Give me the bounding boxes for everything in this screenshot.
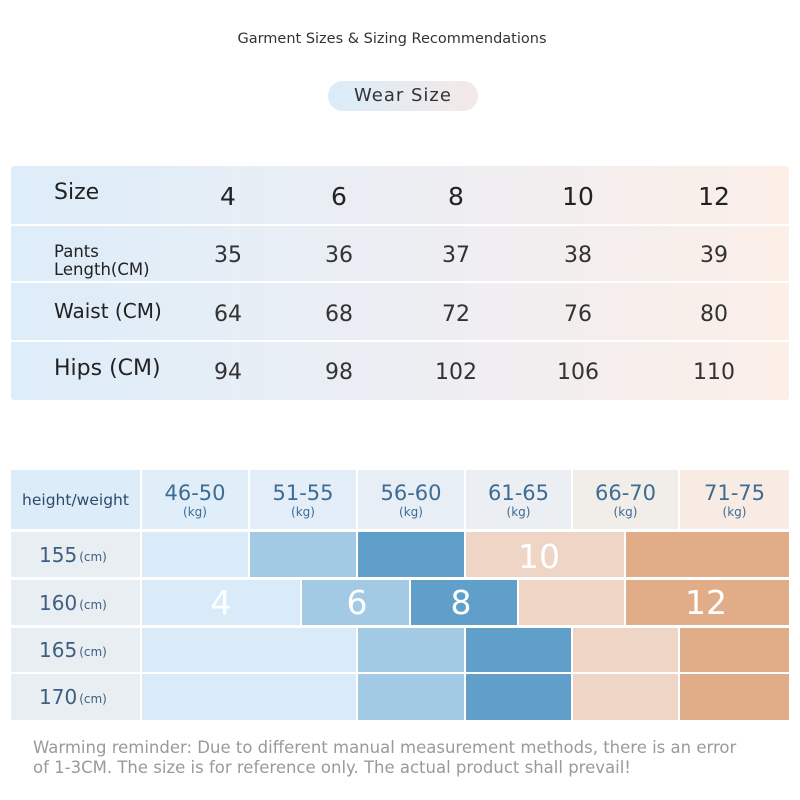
waist-value: 80 — [700, 302, 728, 327]
waist-value: 64 — [214, 302, 242, 327]
size-block-4 — [142, 532, 248, 577]
pants-length-value: 37 — [442, 243, 470, 268]
hips-value: 106 — [557, 360, 599, 385]
pants-length-value: 35 — [214, 243, 242, 268]
waist-value: 68 — [325, 302, 353, 327]
hips-value: 94 — [214, 360, 242, 385]
height-weight-corner-label: height/weight — [11, 470, 140, 529]
weight-range-header: 61-65 (kg) — [466, 470, 571, 529]
hips-value: 102 — [435, 360, 477, 385]
size-block-10 — [519, 580, 624, 625]
pants-length-row: Pants Length(CM) 35 36 37 38 39 — [11, 226, 789, 283]
size-block-10 — [573, 674, 678, 720]
size-block-4 — [142, 674, 356, 720]
size-block-6 — [302, 580, 409, 625]
size-8: 8 — [448, 182, 464, 211]
size-label-6: 6 — [346, 583, 368, 622]
size-block-4 — [142, 628, 356, 672]
weight-range-header: 56-60 (kg) — [358, 470, 464, 529]
weight-range-header: 66-70 (kg) — [573, 470, 678, 529]
waist-value: 72 — [442, 302, 470, 327]
waist-value: 76 — [564, 302, 592, 327]
weight-range-header: 46-50 (kg) — [142, 470, 248, 529]
pants-length-value: 36 — [325, 243, 353, 268]
hips-value: 98 — [325, 360, 353, 385]
size-6: 6 — [331, 182, 347, 211]
size-12: 12 — [698, 182, 730, 211]
size-10: 10 — [562, 182, 594, 211]
size-label-4: 4 — [210, 583, 232, 622]
size-block-8 — [466, 628, 571, 672]
height-label-155: 155 (cm) — [11, 532, 140, 577]
size-block-12 — [626, 580, 789, 625]
size-block-12 — [680, 628, 789, 672]
wear-size-pill: Wear Size — [328, 81, 478, 111]
size-block-8 — [466, 674, 571, 720]
height-label-160: 160 (cm) — [11, 580, 140, 625]
size-block-12 — [680, 674, 789, 720]
size-label-10: 10 — [518, 537, 560, 576]
waist-row: Waist (CM) 64 68 72 76 80 — [11, 283, 789, 342]
waist-label: Waist (CM) — [54, 299, 162, 323]
hips-value: 110 — [693, 360, 735, 385]
size-4: 4 — [220, 182, 236, 211]
size-header-label: Size — [54, 180, 100, 205]
size-block-12 — [626, 532, 789, 577]
size-block-10 — [466, 532, 624, 577]
height-label-170: 170 (cm) — [11, 674, 140, 720]
size-table: Size 4 6 8 10 12 Pants Length(CM) 35 36 … — [11, 166, 789, 400]
size-block-10 — [573, 628, 678, 672]
measurement-reminder: Warming reminder: Due to different manua… — [33, 738, 737, 777]
weight-range-header: 51-55 (kg) — [250, 470, 356, 529]
weight-range-header: 71-75 (kg) — [680, 470, 789, 529]
pants-length-value: 38 — [564, 243, 592, 268]
size-block-8 — [411, 580, 517, 625]
pants-length-value: 39 — [700, 243, 728, 268]
size-header-row: Size 4 6 8 10 12 — [11, 166, 789, 226]
pants-length-label: Pants Length(CM) — [54, 242, 150, 279]
hips-label: Hips (CM) — [54, 356, 161, 381]
size-block-6 — [358, 674, 464, 720]
page-title: Garment Sizes & Sizing Recommendations — [237, 31, 547, 47]
size-label-8: 8 — [450, 583, 472, 622]
hips-row: Hips (CM) 94 98 102 106 110 — [11, 342, 789, 400]
height-label-165: 165 (cm) — [11, 628, 140, 672]
size-block-8 — [358, 532, 464, 577]
size-block-4 — [142, 580, 300, 625]
size-label-12: 12 — [685, 583, 727, 622]
size-block-6 — [358, 628, 464, 672]
size-block-6 — [250, 532, 356, 577]
